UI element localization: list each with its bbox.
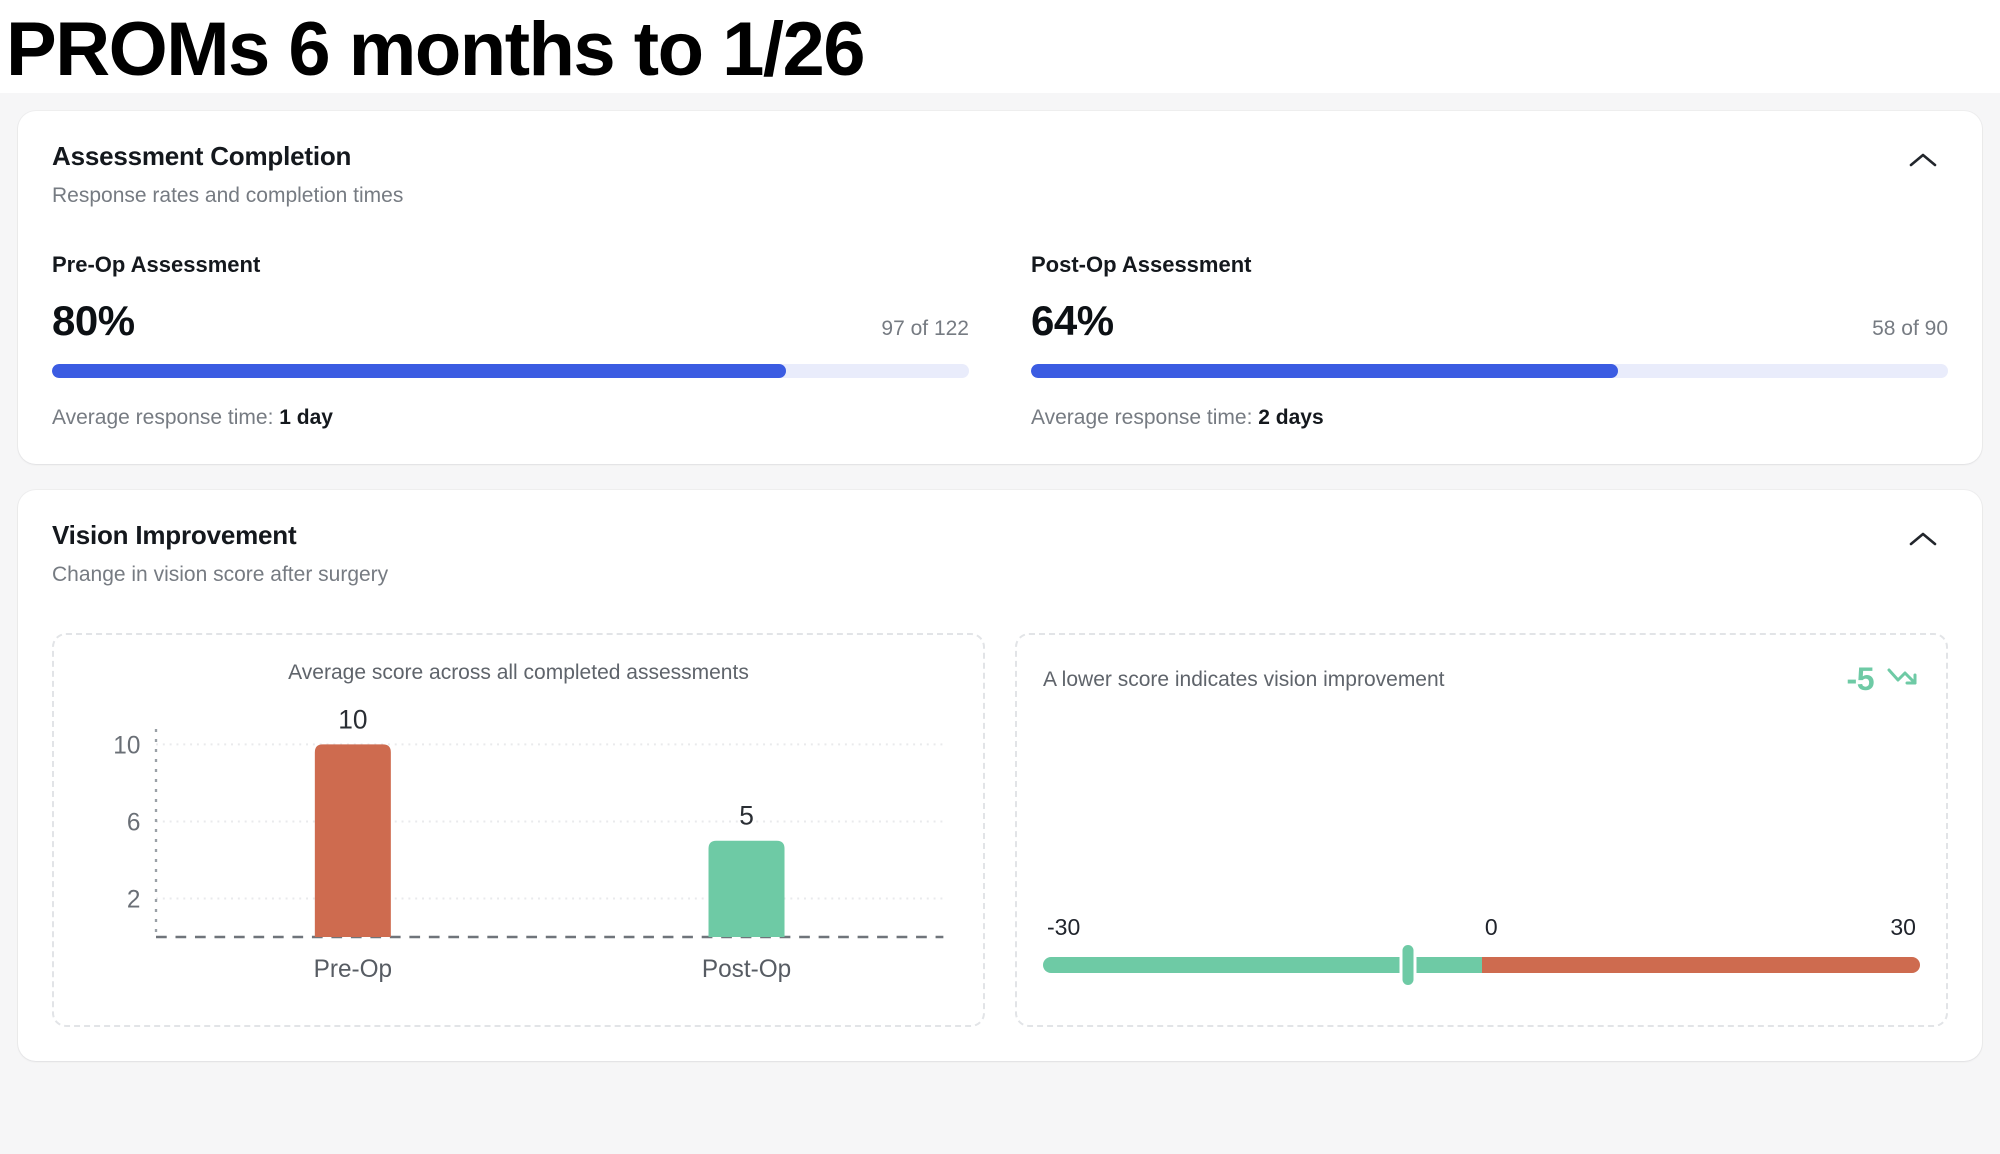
svg-text:2: 2 <box>127 887 141 914</box>
assessment-completion-card: Assessment Completion Response rates and… <box>18 111 1982 465</box>
svg-text:6: 6 <box>127 810 141 837</box>
post-op-progress-fill <box>1031 364 1618 379</box>
dashboard-scroll-area: Assessment Completion Response rates and… <box>0 93 2000 1154</box>
gauge-tick-labels: -30 0 30 <box>1043 914 1920 941</box>
post-op-percent-value: 64% <box>1031 297 1114 345</box>
collapse-vision-improvement-button[interactable] <box>1898 524 1948 554</box>
card-subtitle: Change in vision score after surgery <box>52 563 389 587</box>
gauge-delta-group: -5 <box>1847 661 1920 698</box>
bar-chart-svg: 10 6 2 10 Pre-Op 5 Post-Op <box>113 704 944 983</box>
gauge-scale: -30 0 30 <box>1043 914 1920 986</box>
vision-change-gauge-panel: A lower score indicates vision improveme… <box>1015 633 1948 1028</box>
pre-op-value-row: 80% 97 of 122 <box>52 300 969 342</box>
pre-op-response-time-label: Average response time: <box>52 406 280 430</box>
post-op-assessment-metric: Post-Op Assessment 64% 58 of 90 Average … <box>1031 252 1948 430</box>
gauge-delta-value: -5 <box>1846 661 1875 698</box>
card-header: Assessment Completion Response rates and… <box>52 141 1948 208</box>
vision-improvement-card: Vision Improvement Change in vision scor… <box>18 490 1982 1062</box>
gauge-header: A lower score indicates vision improveme… <box>1043 661 1920 698</box>
card-heading-group: Assessment Completion Response rates and… <box>52 141 403 208</box>
svg-text:Post-Op: Post-Op <box>702 956 791 983</box>
post-op-label: Post-Op Assessment <box>1031 252 1252 278</box>
card-heading-group: Vision Improvement Change in vision scor… <box>52 520 388 587</box>
pre-op-progress-track <box>52 364 969 379</box>
post-op-progress-track <box>1031 364 1948 379</box>
card-title: Assessment Completion <box>52 141 352 172</box>
vision-panels: Average score across all completed asses… <box>52 633 1948 1028</box>
page-title: PROMs 6 months to 1/26 <box>6 7 866 92</box>
svg-text:5: 5 <box>739 801 754 831</box>
post-op-response-time: Average response time: 2 days <box>1031 406 1948 430</box>
post-op-response-time-label: Average response time: <box>1031 406 1259 430</box>
post-op-count: 58 of 90 <box>1872 317 1948 341</box>
card-header: Vision Improvement Change in vision scor… <box>52 520 1948 587</box>
gauge-tick-max: 30 <box>1890 914 1916 941</box>
bar-chart: 10 6 2 10 Pre-Op 5 Post-Op <box>80 695 957 995</box>
post-op-response-time-value: 2 days <box>1258 406 1324 430</box>
pre-op-progress-fill <box>52 364 786 379</box>
pre-op-label: Pre-Op Assessment <box>52 252 261 278</box>
pre-op-response-time-value: 1 day <box>279 406 333 430</box>
gauge-decline-segment <box>1481 957 1920 974</box>
trending-down-icon <box>1886 664 1920 695</box>
post-op-value-row: 64% 58 of 90 <box>1031 300 1948 342</box>
chevron-up-icon <box>1908 530 1938 548</box>
bar-chart-title: Average score across all completed asses… <box>288 661 749 685</box>
card-title: Vision Improvement <box>52 520 297 551</box>
gauge-improvement-segment <box>1043 957 1482 974</box>
pre-op-response-time: Average response time: 1 day <box>52 406 969 430</box>
average-score-bar-chart-panel: Average score across all completed asses… <box>52 633 985 1028</box>
svg-text:10: 10 <box>338 704 367 734</box>
card-subtitle: Response rates and completion times <box>52 184 404 208</box>
collapse-assessment-completion-button[interactable] <box>1898 145 1948 175</box>
svg-text:10: 10 <box>113 733 140 760</box>
gauge-marker-thumb[interactable] <box>1402 945 1414 986</box>
gauge-tick-mid: 0 <box>1484 914 1498 941</box>
pre-op-assessment-metric: Pre-Op Assessment 80% 97 of 122 Average … <box>52 252 969 430</box>
gauge-bar[interactable] <box>1043 945 1920 986</box>
gauge-tick-min: -30 <box>1047 914 1081 941</box>
gauge-caption: A lower score indicates vision improveme… <box>1043 667 1445 691</box>
chevron-up-icon <box>1908 151 1938 169</box>
completion-metrics-grid: Pre-Op Assessment 80% 97 of 122 Average … <box>52 252 1948 430</box>
pre-op-count: 97 of 122 <box>881 317 969 341</box>
svg-text:Pre-Op: Pre-Op <box>314 956 392 983</box>
pre-op-percent-value: 80% <box>52 297 135 345</box>
